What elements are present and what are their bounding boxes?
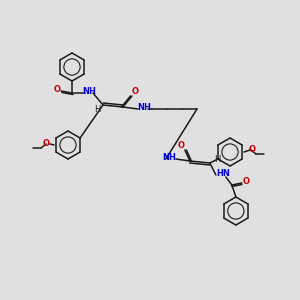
Text: NH: NH [137,103,151,112]
Text: H: H [214,154,220,164]
Text: O: O [248,145,256,154]
Text: NH: NH [82,88,96,97]
Text: O: O [43,139,50,148]
Text: O: O [242,176,249,185]
Text: O: O [53,85,61,94]
Text: H: H [94,104,100,113]
Text: O: O [177,140,184,149]
Text: O: O [131,88,139,97]
Text: HN: HN [216,169,230,178]
Text: NH: NH [162,154,176,163]
